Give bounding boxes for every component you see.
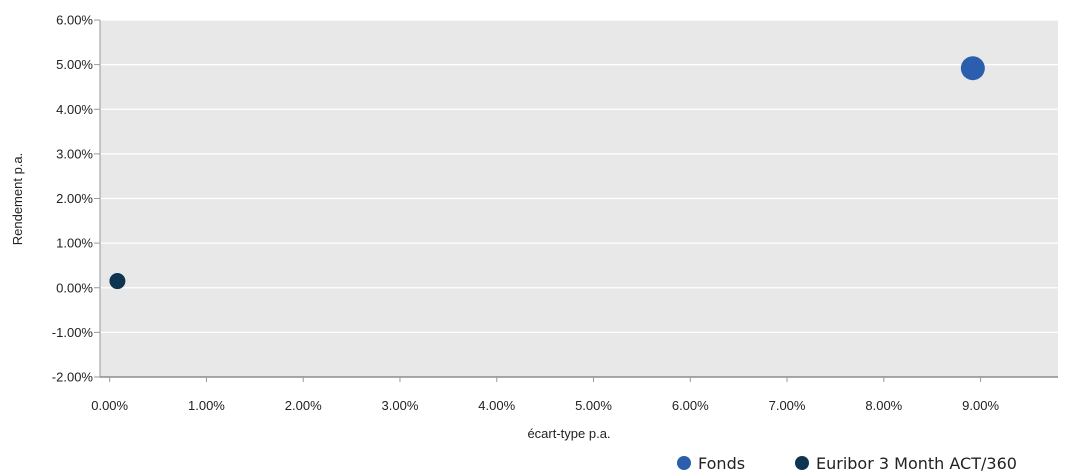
y-tick-label: 6.00%: [56, 13, 93, 28]
x-tick-label: 3.00%: [382, 398, 419, 413]
x-axis-title: écart-type p.a.: [527, 426, 610, 441]
legend: Fonds Euribor 3 Month ACT/360: [677, 454, 1017, 473]
x-tick-label: 2.00%: [285, 398, 322, 413]
legend-label: Euribor 3 Month ACT/360: [816, 454, 1017, 473]
x-tick-label: 0.00%: [91, 398, 128, 413]
x-tick-label: 8.00%: [865, 398, 902, 413]
legend-label: Fonds: [698, 454, 745, 473]
data-point: [109, 273, 126, 290]
y-tick-label: 3.00%: [56, 146, 93, 161]
x-tick-label: 1.00%: [188, 398, 225, 413]
y-tick-label: -1.00%: [52, 325, 94, 340]
y-tick-label: 1.00%: [56, 236, 93, 251]
legend-marker: [677, 456, 691, 470]
y-tick-label: 0.00%: [56, 280, 93, 295]
data-point: [960, 56, 985, 81]
x-tick-label: 6.00%: [672, 398, 709, 413]
y-axis: 6.00% 5.00% 4.00% 3.00% 2.00% 1.00% 0.00% -1.00…: [52, 13, 101, 385]
legend-marker: [795, 456, 809, 470]
y-axis-title: Rendement p.a.: [10, 153, 25, 246]
data-points: [109, 56, 985, 290]
x-tick-label: 7.00%: [769, 398, 806, 413]
x-axis: 0.00% 1.00% 2.00% 3.00% 4.00% 5.00% 6.00% 7.00%…: [91, 376, 1058, 413]
x-tick-label: 4.00%: [478, 398, 515, 413]
y-tick-label: 4.00%: [56, 102, 93, 117]
y-tick-label: -2.00%: [52, 370, 94, 385]
grid-lines: [100, 19, 1058, 333]
x-tick-label: 5.00%: [575, 398, 612, 413]
y-tick-label: 2.00%: [56, 191, 93, 206]
x-tick-label: 9.00%: [962, 398, 999, 413]
y-tick-label: 5.00%: [56, 57, 93, 72]
